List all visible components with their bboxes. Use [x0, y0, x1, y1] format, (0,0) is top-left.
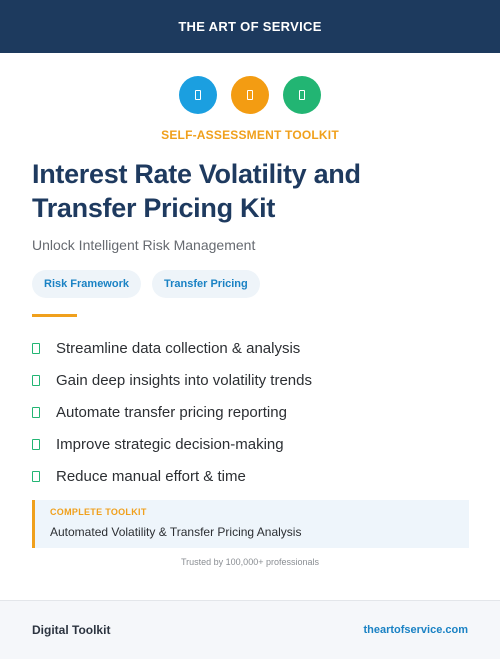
- footer-label: Digital Toolkit: [32, 623, 111, 637]
- list-item: Improve strategic decision-making: [32, 428, 312, 460]
- trusted-note: Trusted by 100,000+ professionals: [180, 557, 319, 567]
- orange-icon: [231, 76, 269, 114]
- check-icon: [32, 374, 40, 386]
- tag-list: Risk Framework Transfer Pricing: [32, 270, 260, 298]
- top-banner: THE ART OF SERVICE: [0, 0, 500, 53]
- tag-transfer-pricing: Transfer Pricing: [151, 270, 260, 298]
- callout-label: COMPLETE TOOLKIT: [50, 507, 147, 517]
- feature-text: Gain deep insights into volatility trend…: [56, 371, 312, 389]
- feature-text: Streamline data collection & analysis: [56, 339, 301, 357]
- green-icon: [283, 76, 321, 114]
- feature-list: Streamline data collection & analysis Ga…: [32, 332, 312, 492]
- feature-text: Automate transfer pricing reporting: [56, 403, 287, 421]
- check-icon: [32, 470, 40, 482]
- icon-row: [0, 76, 500, 114]
- blue-icon: [179, 76, 217, 114]
- check-icon: [32, 342, 40, 354]
- feature-text: Reduce manual effort & time: [56, 467, 246, 485]
- callout-text: Automated Volatility & Transfer Pricing …: [50, 525, 302, 539]
- kicker-label: SELF-ASSESSMENT TOOLKIT: [161, 128, 339, 142]
- website-link[interactable]: theartofservice.com: [363, 624, 468, 636]
- list-item: Streamline data collection & analysis: [32, 332, 312, 364]
- subtitle: Unlock Intelligent Risk Management: [32, 237, 256, 253]
- check-icon: [32, 406, 40, 418]
- list-item: Gain deep insights into volatility trend…: [32, 364, 312, 396]
- toolkit-callout: COMPLETE TOOLKIT Automated Volatility & …: [32, 500, 469, 548]
- check-icon: [32, 438, 40, 450]
- page-title: Interest Rate Volatility and Transfer Pr…: [32, 159, 361, 223]
- footer: Digital Toolkit theartofservice.com: [0, 600, 500, 659]
- accent-divider: [32, 314, 77, 317]
- list-item: Reduce manual effort & time: [32, 460, 312, 492]
- brand-name: THE ART OF SERVICE: [178, 19, 322, 34]
- feature-text: Improve strategic decision-making: [56, 435, 284, 453]
- list-item: Automate transfer pricing reporting: [32, 396, 312, 428]
- tag-risk-framework: Risk Framework: [32, 270, 141, 298]
